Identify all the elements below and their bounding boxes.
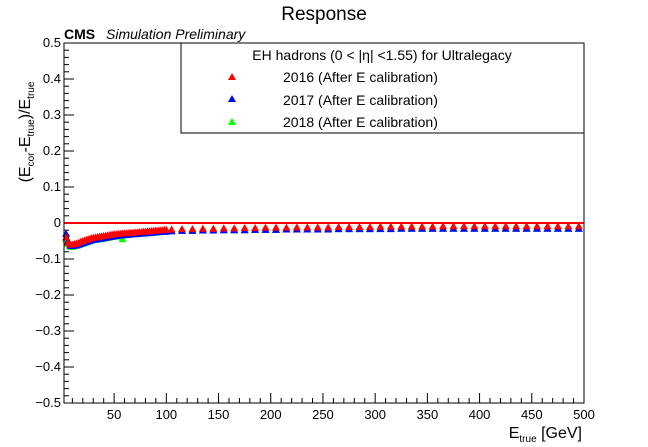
legend-box <box>180 42 585 134</box>
marker-2016 <box>188 225 197 233</box>
marker-2016 <box>564 222 573 230</box>
marker-2016 <box>365 222 374 230</box>
marker-2016 <box>553 222 562 230</box>
marker-2016 <box>177 225 186 233</box>
x-axis-title: Etrue [GeV] <box>509 425 582 445</box>
y-tick-label: −0.3 <box>35 323 61 338</box>
y-axis-title-s1: cor <box>26 152 37 167</box>
marker-2016 <box>292 223 301 231</box>
legend-marker-2018 <box>228 118 236 125</box>
legend-label-2018: 2018 (After E calibration) <box>283 114 438 130</box>
y-tick-label: 0.3 <box>43 107 61 122</box>
marker-2016 <box>449 222 458 230</box>
y-axis-title-p1: (E <box>17 166 34 182</box>
legend-header: EH hadrons (0 < |η| <1.55) for Ultralega… <box>252 47 511 63</box>
marker-2016 <box>167 225 176 233</box>
x-tick-label: 500 <box>573 407 595 422</box>
x-axis-title-sub: true <box>519 434 537 445</box>
marker-2016 <box>480 222 489 230</box>
marker-2018 <box>118 235 127 243</box>
x-tick-label: 50 <box>107 407 121 422</box>
marker-2016 <box>271 223 280 231</box>
marker-2016 <box>303 223 312 231</box>
marker-2016 <box>418 222 427 230</box>
legend-marker-2017 <box>228 95 236 102</box>
marker-2016 <box>470 222 479 230</box>
marker-2016 <box>162 225 171 233</box>
y-tick-label: −0.1 <box>35 251 61 266</box>
marker-2016 <box>219 224 228 232</box>
y-tick-label: 0.5 <box>43 35 61 50</box>
y-tick-label: −0.5 <box>35 395 61 410</box>
marker-2016 <box>355 222 364 230</box>
marker-2016 <box>230 224 239 232</box>
x-tick-label: 150 <box>208 407 230 422</box>
legend-label-2016: 2016 (After E calibration) <box>283 69 438 85</box>
marker-2016 <box>324 223 333 231</box>
cms-label: CMS <box>64 26 95 42</box>
marker-2016 <box>543 222 552 230</box>
x-tick-label: 250 <box>312 407 334 422</box>
y-tick-label: 0.1 <box>43 179 61 194</box>
marker-2016 <box>261 223 270 231</box>
marker-2016 <box>345 222 354 230</box>
marker-2016 <box>313 223 322 231</box>
y-axis-title-p2: -E <box>17 137 34 153</box>
y-tick-label: 0.2 <box>43 143 61 158</box>
marker-2016 <box>376 222 385 230</box>
x-tick-label: 200 <box>260 407 282 422</box>
marker-2016 <box>574 222 583 230</box>
marker-2016 <box>533 222 542 230</box>
x-tick-label: 300 <box>364 407 386 422</box>
marker-2016 <box>240 224 249 232</box>
y-tick-label: 0 <box>54 215 61 230</box>
y-axis-title-s3: true <box>26 81 37 99</box>
y-axis-title: (Ecor-Etrue)/Etrue <box>17 81 37 182</box>
marker-2016 <box>512 222 521 230</box>
y-tick-label: 0.4 <box>43 71 61 86</box>
marker-2016 <box>459 222 468 230</box>
y-axis-title-p3: )/E <box>17 99 34 119</box>
y-tick-label: −0.2 <box>35 287 61 302</box>
x-tick-label: 400 <box>469 407 491 422</box>
axis-ticks: 50 100 150 200 250 300 350 400 450 500 −0.5 −0.4 −0.… <box>35 35 595 422</box>
marker-2016 <box>198 224 207 232</box>
marker-2016 <box>407 222 416 230</box>
marker-2016 <box>251 224 260 232</box>
marker-2016 <box>397 222 406 230</box>
chart-title: Response <box>281 4 367 25</box>
marker-2016 <box>522 222 531 230</box>
y-tick-label: −0.4 <box>35 359 61 374</box>
x-tick-label: 450 <box>521 407 543 422</box>
marker-2016 <box>386 222 395 230</box>
marker-2016 <box>282 223 291 231</box>
marker-2016 <box>334 222 343 230</box>
cms-sublabel: Simulation Preliminary <box>106 26 246 42</box>
marker-2016 <box>439 222 448 230</box>
data-markers <box>62 222 584 250</box>
marker-2016 <box>491 222 500 230</box>
marker-2016 <box>501 222 510 230</box>
x-axis-title-main: E <box>509 425 520 442</box>
x-axis-title-unit: [GeV] <box>537 425 582 442</box>
legend-marker-2016 <box>228 73 236 80</box>
marker-2016 <box>428 222 437 230</box>
x-tick-label: 350 <box>417 407 439 422</box>
legend-label-2017: 2017 (After E calibration) <box>283 92 438 108</box>
x-tick-label: 100 <box>155 407 177 422</box>
marker-2016 <box>209 224 218 232</box>
y-axis-title-s2: true <box>26 119 37 137</box>
legend: EH hadrons (0 < |η| <1.55) for Ultralega… <box>180 42 585 134</box>
